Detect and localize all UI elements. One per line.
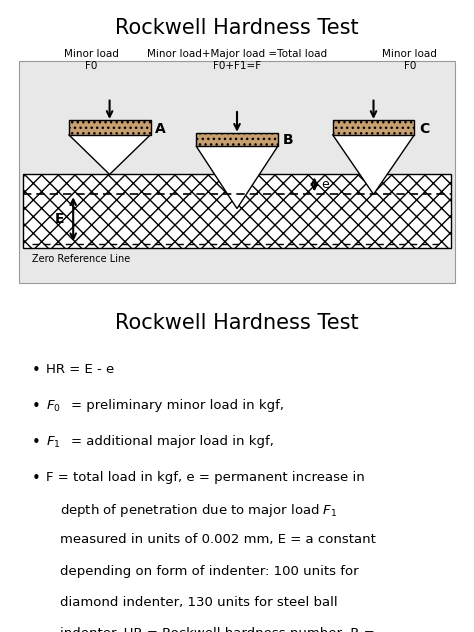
Text: •: • [32, 435, 41, 450]
Text: •: • [32, 471, 41, 486]
Text: Minor load
F0: Minor load F0 [383, 49, 438, 71]
Text: $F_1$: $F_1$ [46, 435, 61, 450]
Text: $F_0$: $F_0$ [46, 399, 61, 414]
Polygon shape [333, 135, 414, 195]
Bar [23, 174, 451, 248]
Text: F = total load in kgf, e = permanent increase in: F = total load in kgf, e = permanent inc… [46, 471, 365, 484]
Text: indenter. HR = Rockwell hardness number, R =: indenter. HR = Rockwell hardness number,… [60, 627, 374, 632]
Polygon shape [196, 146, 278, 209]
Text: Rockwell Hardness Test: Rockwell Hardness Test [115, 18, 359, 38]
Text: E: E [55, 212, 64, 226]
Text: measured in units of 0.002 mm, E = a constant: measured in units of 0.002 mm, E = a con… [60, 533, 375, 547]
Text: = preliminary minor load in kgf,: = preliminary minor load in kgf, [71, 399, 284, 411]
Text: = additional major load in kgf,: = additional major load in kgf, [71, 435, 274, 448]
Text: Minor load
F0: Minor load F0 [64, 49, 119, 71]
Text: A: A [155, 122, 166, 136]
Text: Minor load+Major load =Total load
F0+F1=F: Minor load+Major load =Total load F0+F1=… [147, 49, 327, 71]
Text: C: C [419, 122, 429, 136]
Bar [69, 120, 151, 135]
Polygon shape [69, 135, 151, 174]
Bar [333, 120, 414, 135]
Text: diamond indenter, 130 units for steel ball: diamond indenter, 130 units for steel ba… [60, 596, 337, 609]
Text: depth of penetration due to major load $F_1$: depth of penetration due to major load $… [60, 502, 337, 519]
Text: B: B [283, 133, 293, 147]
Text: e: e [321, 178, 329, 191]
FancyBboxPatch shape [18, 61, 456, 283]
Text: •: • [32, 363, 41, 377]
Bar [196, 133, 278, 146]
Text: •: • [32, 399, 41, 414]
Text: depending on form of indenter: 100 units for: depending on form of indenter: 100 units… [60, 564, 358, 578]
Text: Rockwell Hardness Test: Rockwell Hardness Test [115, 313, 359, 333]
Text: HR = E - e: HR = E - e [46, 363, 114, 375]
Text: Zero Reference Line: Zero Reference Line [32, 254, 130, 264]
